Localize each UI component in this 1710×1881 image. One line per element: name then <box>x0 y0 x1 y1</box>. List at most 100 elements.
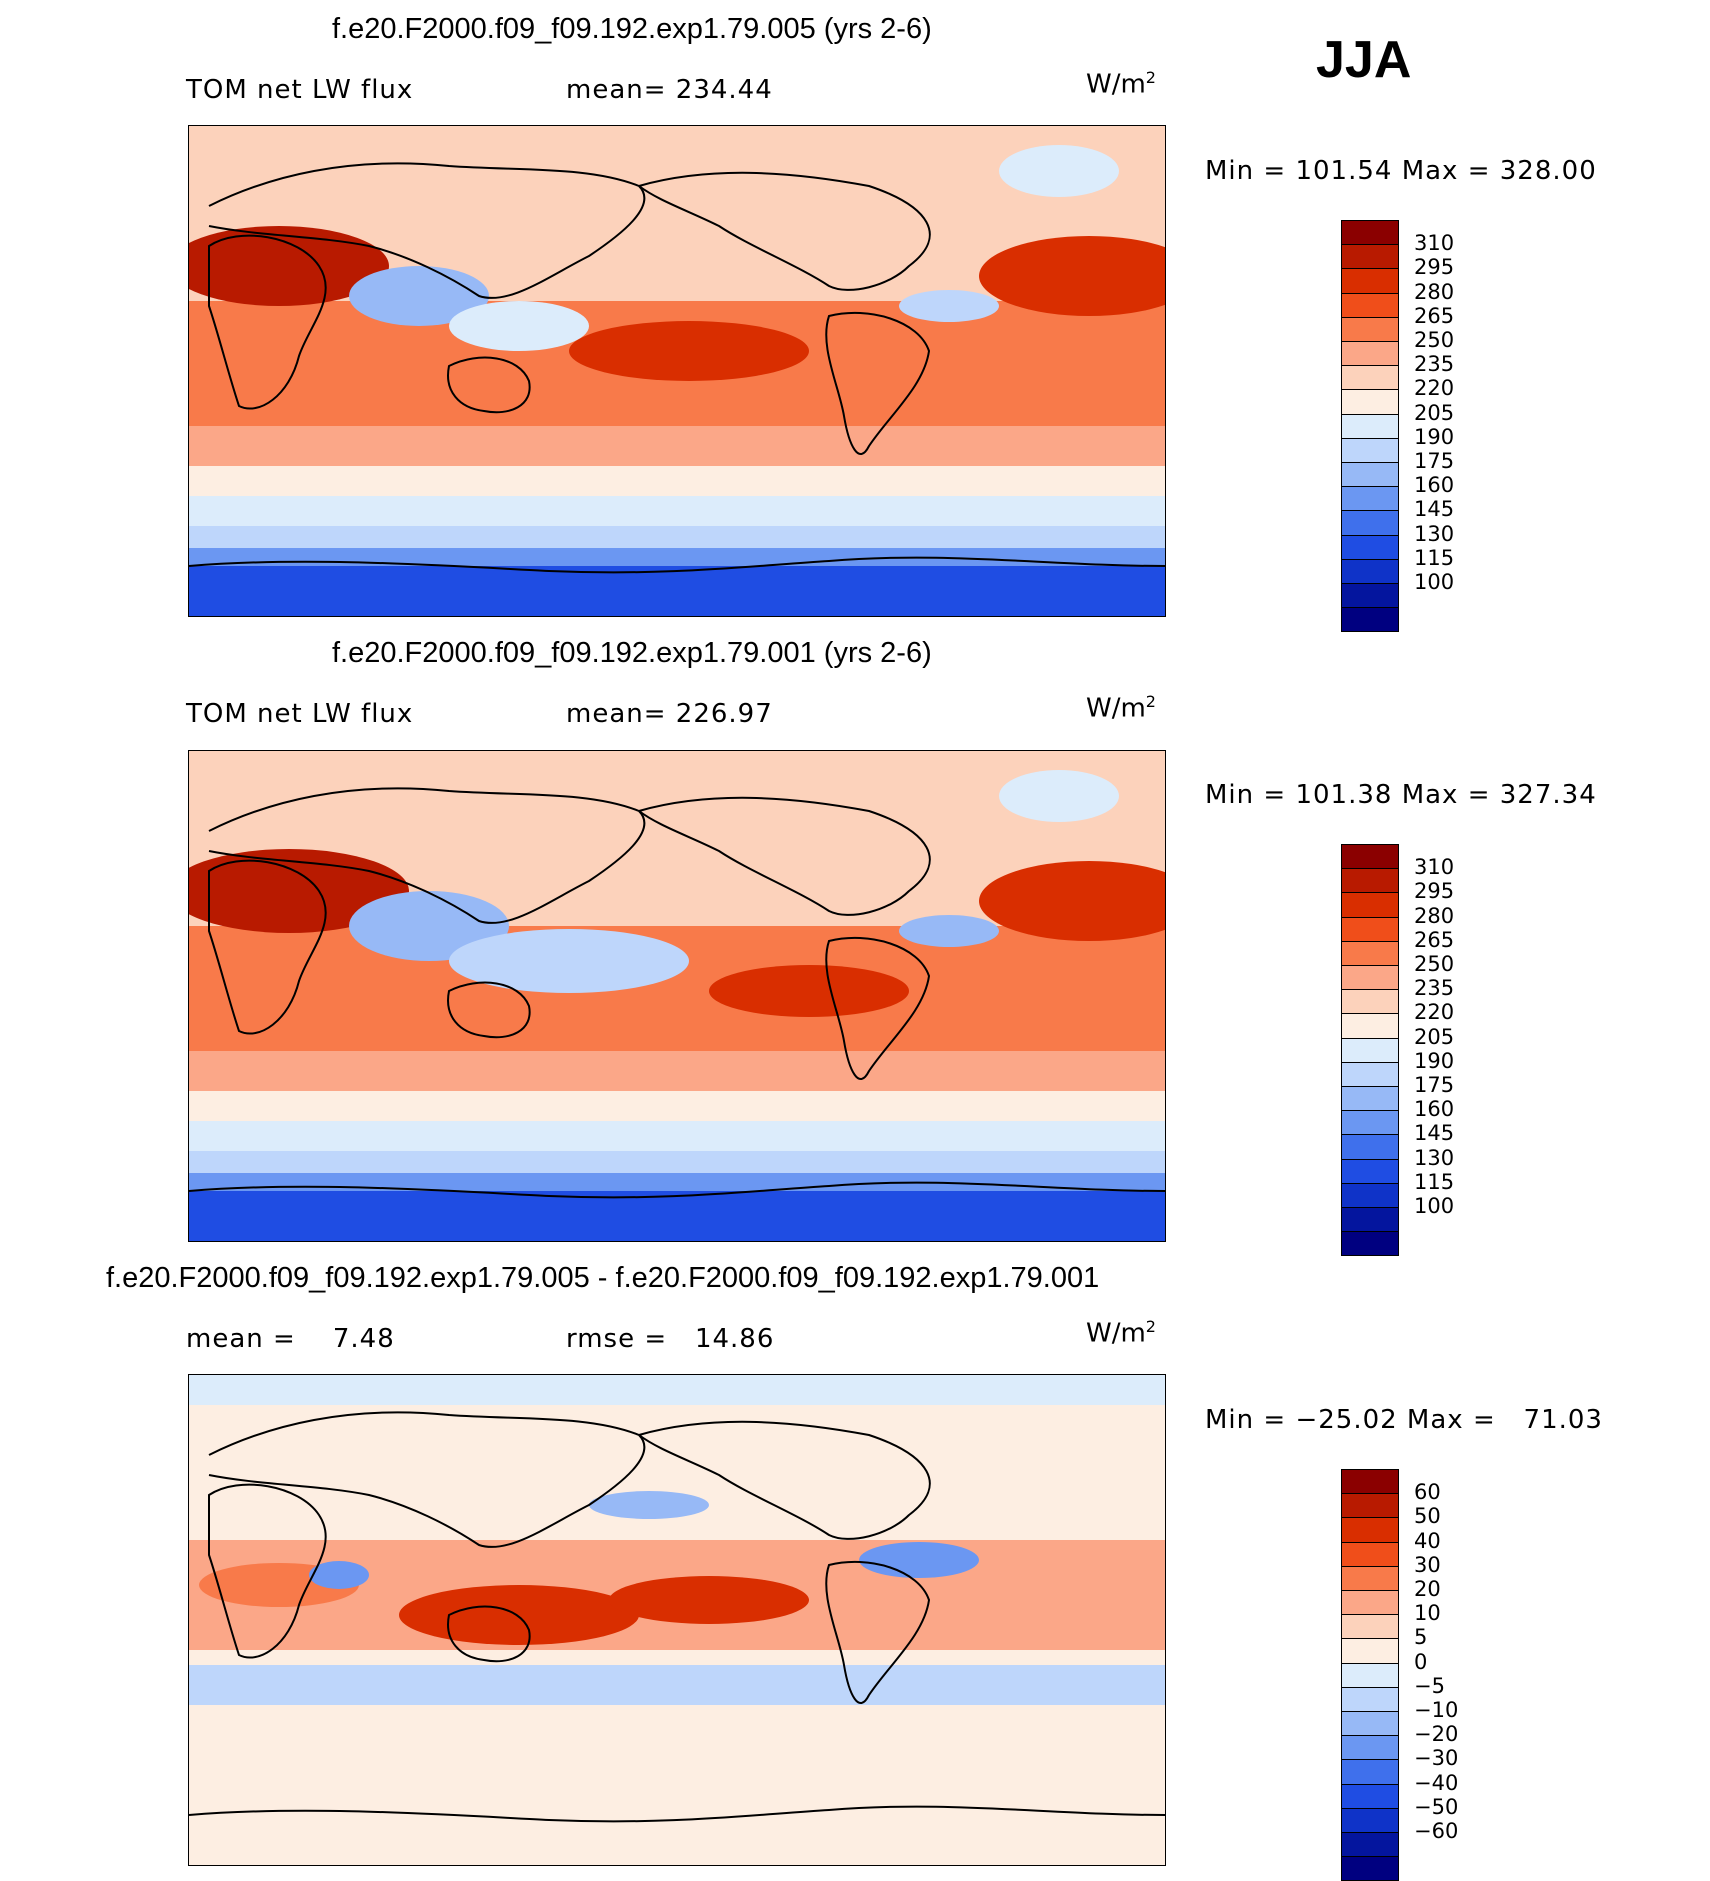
colorbar-swatch <box>1341 244 1399 270</box>
colorbar-swatch <box>1341 1807 1399 1833</box>
colorbar-label: 115 <box>1414 1169 1455 1194</box>
colorbar-swatch <box>1341 534 1399 560</box>
field-blob-pacific <box>709 965 909 1017</box>
field-band-north <box>189 1375 1165 1405</box>
colorbar-label: 265 <box>1414 303 1455 328</box>
colorbar-label: 40 <box>1414 1528 1441 1553</box>
field-band-south2 <box>189 496 1165 526</box>
coastline-north-america <box>638 796 931 916</box>
field-blob-central-america <box>899 915 999 947</box>
colorbar-swatch <box>1341 607 1399 633</box>
field-band-south5 <box>189 566 1165 616</box>
colorbar-label: −50 <box>1414 1794 1459 1819</box>
panel-2-colorbar: 310 295 280 265 250 235 220 205 190 175 160 145 130 1… <box>1341 844 1454 1257</box>
colorbar-swatch <box>1341 1207 1399 1233</box>
panel-1-units: W/m2 <box>1086 68 1156 100</box>
panel-3-minmax: Min = −25.02 Max = 71.03 <box>1205 1405 1603 1435</box>
season-label: JJA <box>1316 31 1412 89</box>
coastline-eurasia <box>208 787 646 924</box>
colorbar-swatch <box>1341 1037 1399 1063</box>
coastline-south-america <box>825 937 931 1080</box>
colorbar-label: 205 <box>1414 1024 1455 1049</box>
colorbar-swatch <box>1341 413 1399 439</box>
colorbar-swatch <box>1341 437 1399 463</box>
field-blob-central-america <box>899 290 999 322</box>
colorbar-label: 295 <box>1414 879 1455 904</box>
coastline-australia <box>447 981 531 1039</box>
colorbar-swatch <box>1341 292 1399 318</box>
colorbar-label: 190 <box>1414 1048 1455 1073</box>
colorbar-swatch <box>1341 989 1399 1015</box>
colorbar-swatch <box>1341 486 1399 512</box>
field-band-south1 <box>189 466 1165 496</box>
field-blob-arabian <box>309 1561 369 1589</box>
colorbar-swatch <box>1341 1110 1399 1136</box>
panel-3-map <box>188 1374 1166 1866</box>
coastline-north-america <box>638 1420 931 1540</box>
colorbar-swatch <box>1341 1182 1399 1208</box>
colorbar-swatch <box>1341 341 1399 367</box>
colorbar-swatch <box>1341 1614 1399 1640</box>
colorbar-label: −20 <box>1414 1722 1459 1747</box>
field-band-south5 <box>189 1191 1165 1241</box>
colorbar-swatch <box>1341 868 1399 894</box>
colorbar-swatch <box>1341 1638 1399 1664</box>
colorbar-label: 130 <box>1414 1145 1455 1170</box>
coastline-africa <box>208 1483 327 1659</box>
colorbar-swatch <box>1341 1565 1399 1591</box>
colorbar-label: −5 <box>1414 1673 1445 1698</box>
colorbar-label: 5 <box>1414 1625 1428 1650</box>
colorbar-swatch <box>1341 892 1399 918</box>
panel-3-rmse-label: rmse = 14.86 <box>566 1324 775 1354</box>
colorbar-label: −60 <box>1414 1819 1459 1843</box>
colorbar-label: 160 <box>1414 473 1455 498</box>
field-blob-atlantic <box>979 861 1165 941</box>
colorbar-label: 175 <box>1414 1073 1455 1097</box>
panel-1-mean-label: mean= 234.44 <box>566 75 773 105</box>
colorbar-label: 280 <box>1414 279 1455 304</box>
colorbar-label: −40 <box>1414 1770 1459 1795</box>
panel-2-title: f.e20.F2000.f09_f09.192.exp1.79.001 (yrs… <box>332 637 932 669</box>
colorbar-swatch <box>1341 462 1399 488</box>
field-band-south <box>189 1665 1165 1705</box>
colorbar-label: 280 <box>1414 903 1455 928</box>
colorbar-label: 220 <box>1414 376 1455 401</box>
colorbar-swatch <box>1341 1061 1399 1087</box>
coastline-antarctica <box>189 1805 1165 1823</box>
colorbar-label: 160 <box>1414 1097 1455 1122</box>
colorbar-swatch <box>1341 1013 1399 1039</box>
colorbar-swatch <box>1341 558 1399 584</box>
colorbar-label: 310 <box>1414 231 1455 256</box>
coastline-south-america <box>825 1561 931 1704</box>
field-blob-greenland <box>999 145 1119 197</box>
coastline-africa <box>208 234 327 410</box>
colorbar-swatch <box>1341 940 1399 966</box>
colorbar-label: 250 <box>1414 328 1455 352</box>
field-blob-northpac <box>589 1491 709 1519</box>
colorbar-swatch <box>1341 1158 1399 1184</box>
field-band-southmid <box>189 426 1165 466</box>
field-blob-pacific <box>609 1576 809 1624</box>
colorbar-label: 265 <box>1414 927 1455 952</box>
colorbar-label: 30 <box>1414 1552 1441 1577</box>
coastline-africa <box>208 859 327 1035</box>
colorbar-swatch <box>1341 1086 1399 1112</box>
colorbar-swatch <box>1341 389 1399 415</box>
colorbar-swatch <box>1341 916 1399 942</box>
field-blob-maritime <box>449 301 589 351</box>
colorbar-label: 50 <box>1414 1504 1441 1529</box>
colorbar-label: 250 <box>1414 952 1455 976</box>
colorbar-label: −30 <box>1414 1746 1459 1771</box>
field-blob-sahara <box>189 849 409 933</box>
panel-1-colorbar: 310 295 280 265 250 235 220 205 190 175 160 145 130 1… <box>1341 220 1454 633</box>
coastline-eurasia <box>208 162 646 299</box>
panel-3-units: W/m2 <box>1086 1317 1156 1349</box>
colorbar-label: 10 <box>1414 1601 1441 1626</box>
field-band-south3 <box>189 526 1165 548</box>
coastline-eurasia <box>208 1411 646 1548</box>
colorbar-swatch <box>1341 1832 1399 1858</box>
coastline-antarctica <box>189 1181 1165 1199</box>
field-band-south1 <box>189 1091 1165 1121</box>
colorbar-swatch <box>1341 316 1399 342</box>
panel-3-title: f.e20.F2000.f09_f09.192.exp1.79.005 - f.… <box>106 1262 1100 1294</box>
